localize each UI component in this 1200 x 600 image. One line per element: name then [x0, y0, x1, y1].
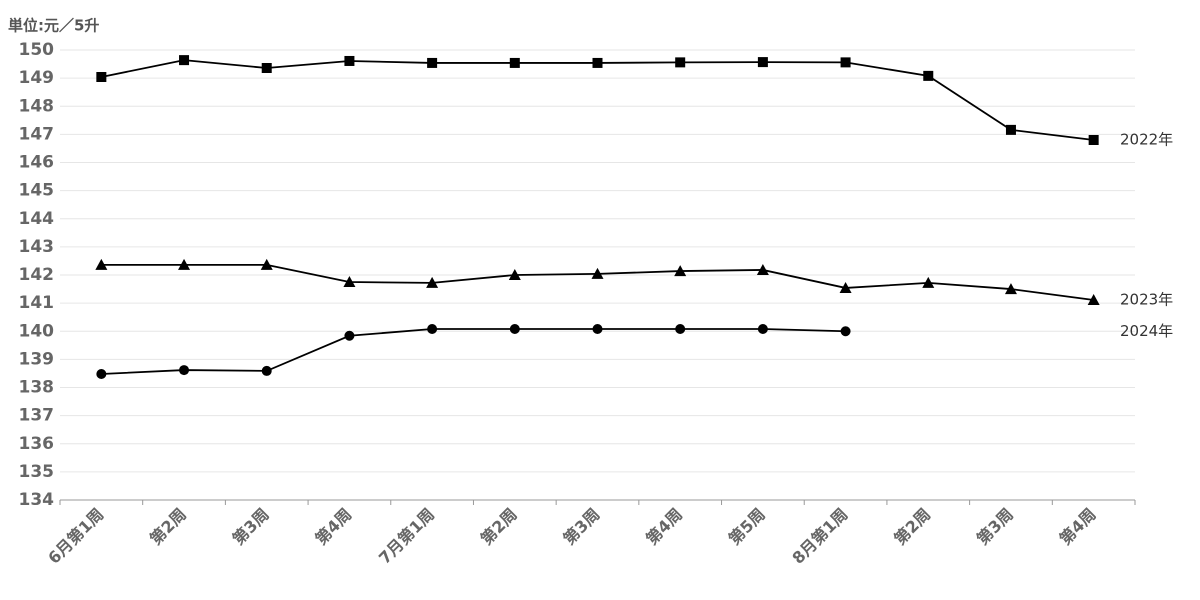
marker	[1005, 124, 1016, 135]
marker	[592, 324, 603, 334]
marker	[509, 57, 520, 68]
x-tick-label: 第5周	[725, 505, 769, 549]
y-tick-label: 135	[19, 462, 55, 482]
y-tick-label: 145	[19, 181, 55, 201]
marker	[96, 72, 107, 82]
y-tick-label: 141	[19, 293, 55, 313]
series-label: 2022年	[1120, 131, 1173, 149]
marker	[1004, 283, 1017, 295]
series-line	[101, 328, 846, 375]
x-tick-label: 8月第1周	[788, 505, 851, 568]
y-tick-label: 138	[19, 378, 55, 398]
y-tick-label: 134	[19, 490, 55, 510]
y-tick-label: 137	[19, 406, 55, 426]
marker	[260, 258, 273, 270]
marker	[344, 55, 355, 66]
y-tick-label: 139	[19, 349, 55, 369]
marker	[96, 369, 107, 379]
marker	[178, 258, 191, 270]
marker	[675, 57, 686, 68]
marker	[591, 267, 604, 279]
series-line	[101, 59, 1094, 141]
x-tick-label: 第2周	[477, 505, 521, 549]
marker	[840, 57, 851, 68]
marker	[509, 324, 520, 334]
x-tick-label: 7月第1周	[375, 505, 438, 568]
marker	[261, 63, 272, 73]
marker	[343, 276, 356, 288]
marker	[426, 276, 439, 288]
x-tick-label: 6月第1周	[44, 505, 107, 568]
y-tick-label: 150	[19, 40, 55, 60]
marker	[427, 324, 438, 334]
unit-label: 単位:元／5升	[8, 17, 99, 35]
marker	[95, 258, 108, 270]
marker	[179, 365, 190, 376]
marker	[840, 326, 851, 337]
x-tick-label: 第3周	[229, 505, 273, 549]
marker	[261, 365, 272, 376]
marker	[1088, 135, 1099, 145]
marker	[675, 324, 686, 334]
marker	[179, 55, 190, 66]
series-label: 2024年	[1120, 322, 1173, 340]
y-tick-label: 149	[19, 68, 55, 88]
marker	[427, 57, 438, 68]
marker	[922, 276, 935, 288]
series-label: 2023年	[1120, 291, 1173, 309]
y-tick-label: 144	[19, 209, 55, 229]
y-tick-label: 148	[19, 96, 55, 116]
marker	[757, 324, 768, 334]
x-tick-label: 第2周	[146, 505, 190, 549]
x-tick-label: 第3周	[973, 505, 1017, 549]
marker	[1087, 294, 1100, 306]
x-tick-label: 第3周	[560, 505, 604, 549]
y-tick-label: 140	[19, 321, 55, 341]
x-tick-label: 第4周	[1056, 505, 1100, 549]
marker	[839, 281, 852, 293]
y-tick-label: 143	[19, 237, 55, 257]
y-tick-label: 136	[19, 434, 55, 454]
marker	[923, 70, 934, 81]
marker	[674, 265, 687, 277]
marker	[344, 330, 355, 341]
x-tick-label: 第4周	[642, 505, 686, 549]
marker	[756, 263, 769, 275]
y-tick-label: 146	[19, 153, 55, 173]
y-tick-label: 142	[19, 265, 55, 285]
x-tick-label: 第2周	[890, 505, 934, 549]
x-tick-label: 第4周	[311, 505, 355, 549]
marker	[508, 269, 521, 280]
marker	[757, 57, 768, 68]
marker	[592, 57, 603, 68]
y-tick-label: 147	[19, 124, 55, 144]
